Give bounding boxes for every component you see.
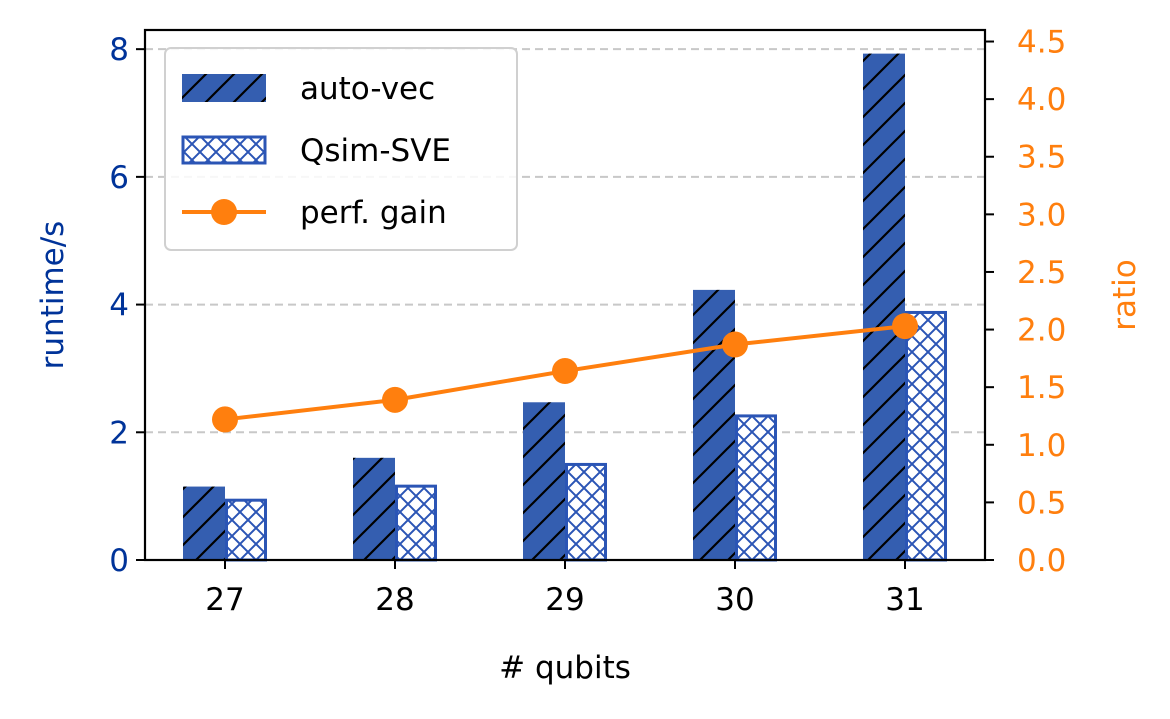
y-left-tick-label: 2 [109, 415, 129, 451]
bar-hatch [183, 486, 225, 560]
bar-hatch [863, 53, 905, 561]
x-tick-label: 27 [205, 582, 244, 618]
legend: auto-vec Qsim-SVE perf. gain [164, 47, 518, 251]
y-right-tick-label: 3.0 [1017, 197, 1066, 233]
x-tick-label: 28 [375, 582, 414, 618]
perf-gain-point [552, 358, 578, 385]
legend-swatch-hatch [182, 74, 266, 102]
legend-label: Qsim-SVE [300, 133, 451, 169]
axes: 27 28 29 30 31 0 2 4 6 8 0.0 0.5 1.0 1.5 2.0 2.5 3.0 3.5 4… [35, 25, 1143, 686]
y-right-tick-label: 2.0 [1017, 313, 1066, 349]
bar-hatch [565, 462, 607, 562]
y-right-tick-label: 4.0 [1017, 82, 1066, 118]
bar-hatch [735, 414, 777, 562]
bar-hatch [225, 498, 267, 562]
bar-hatch [353, 457, 395, 560]
y-right-tick-label: 3.5 [1017, 140, 1066, 176]
y-right-tick-label: 1.5 [1017, 370, 1066, 406]
x-axis-label: # qubits [499, 650, 631, 686]
y-right-tick-label: 2.5 [1017, 255, 1066, 291]
bar-hatch [395, 484, 437, 562]
y-right-tick-label: 0.0 [1017, 543, 1066, 579]
y-right-tick-label: 1.0 [1017, 428, 1066, 464]
bar-hatch [693, 289, 735, 560]
x-tick-label: 30 [715, 582, 754, 618]
legend-label: perf. gain [300, 195, 447, 231]
y-left-tick-label: 4 [109, 288, 129, 324]
legend-swatch-hatch [181, 135, 267, 165]
y-right-tick-label: 0.5 [1017, 485, 1066, 521]
bar-hatch [523, 402, 565, 560]
y-left-tick-label: 8 [109, 32, 129, 68]
x-tick-label: 29 [545, 582, 584, 618]
perf-gain-series [212, 313, 918, 433]
y-left-tick-label: 0 [109, 543, 129, 579]
y-right-tick-label: 4.5 [1017, 25, 1066, 61]
perf-gain-point [212, 406, 238, 433]
y-left-axis-label: runtime/s [35, 221, 71, 370]
perf-gain-point [892, 313, 918, 340]
y-left-tick-label: 6 [109, 160, 129, 196]
legend-swatch-marker [211, 199, 237, 225]
bar-hatch [905, 310, 947, 562]
legend-label: auto-vec [300, 71, 435, 107]
perf-gain-point [382, 386, 408, 413]
y-right-axis-label: ratio [1107, 259, 1143, 330]
x-tick-label: 31 [885, 582, 924, 618]
perf-gain-point [722, 331, 748, 358]
